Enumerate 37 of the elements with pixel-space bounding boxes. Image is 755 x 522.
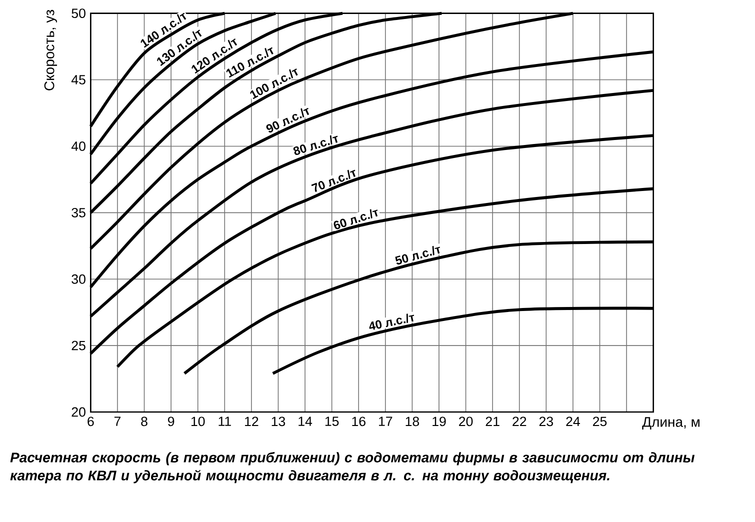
y-tick-label: 20 <box>72 407 86 417</box>
text: 40 л.с./т <box>369 314 414 330</box>
x-tick-label: 21 <box>486 416 500 426</box>
text: 50 л.с./т <box>395 246 440 264</box>
x-tick-label: 10 <box>191 416 205 426</box>
y-tick-label: 35 <box>72 208 86 218</box>
x-tick-label: 11 <box>218 416 231 426</box>
x-tick-label: 13 <box>272 416 286 426</box>
x-tick-label: 15 <box>325 416 339 426</box>
x-tick-label: 7 <box>114 416 121 426</box>
y-axis-title: Скорость, уз <box>44 10 58 90</box>
x-tick-label: 23 <box>539 416 554 426</box>
x-tick-label: 19 <box>432 416 446 426</box>
text: Расчетная скорость (в первом приближении) с водометами фирмы в зависимости от длины катера по КВЛ и удельной мощности двигателя в л. с. на тонну водоизмещения. <box>10 452 695 484</box>
y-tick-label: 45 <box>71 75 86 84</box>
y-tick-label: 40 <box>71 142 86 151</box>
x-tick-label: 9 <box>168 416 174 426</box>
x-tick-label: 16 <box>352 416 366 426</box>
x-tick-label: 20 <box>459 416 473 426</box>
y-tick-label: 25 <box>72 340 86 350</box>
text: 70 л.с./т <box>311 170 356 192</box>
x-tick-label: 12 <box>245 416 258 426</box>
x-tick-label: 22 <box>512 416 526 426</box>
x-tick-label: 25 <box>593 416 607 426</box>
x-tick-label: 24 <box>566 416 580 426</box>
x-axis-title: Длина, м <box>642 417 700 430</box>
x-tick-label: 8 <box>141 416 148 426</box>
text: 60 л.с./т <box>334 209 378 230</box>
x-tick-label: 18 <box>406 416 420 426</box>
y-tick-label: 50 <box>72 8 86 18</box>
text: 90 л.с./т <box>266 108 310 133</box>
x-tick-label: 14 <box>298 416 312 426</box>
x-tick-label: 6 <box>88 416 94 426</box>
text: 100 л.с./т <box>250 68 298 100</box>
x-tick-label: 17 <box>379 416 392 426</box>
y-tick-label: 30 <box>72 274 86 284</box>
text: 80 л.с./т <box>293 135 338 155</box>
